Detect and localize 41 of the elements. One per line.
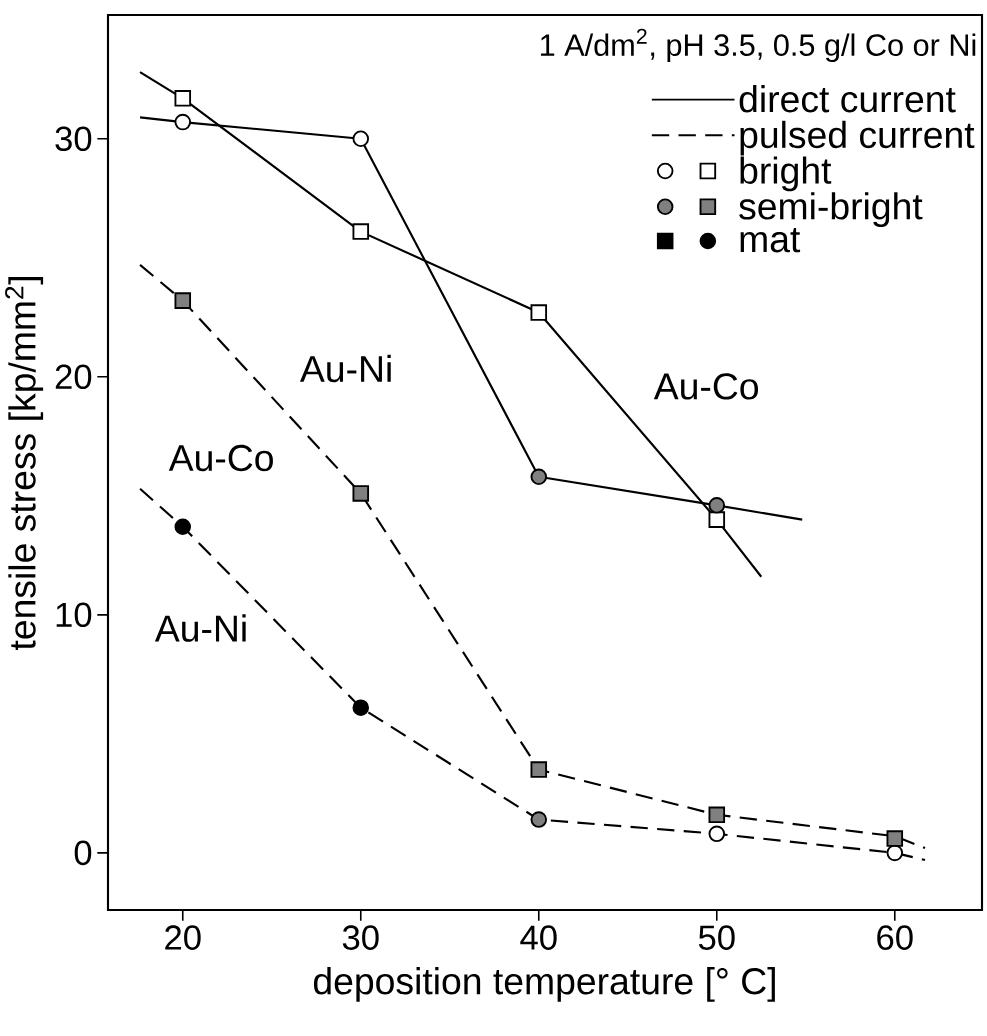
- x-tick-label: 20: [165, 925, 201, 950]
- point: [352, 130, 370, 148]
- x-tick-label: 60: [877, 925, 913, 950]
- point: [530, 811, 548, 828]
- point: [886, 830, 904, 847]
- annotation: Au-Ni: [299, 354, 391, 383]
- annotation: Au-Co: [653, 373, 759, 400]
- point: [352, 485, 370, 502]
- point: [530, 761, 548, 778]
- legend-label: semi-bright: [739, 192, 923, 227]
- point: [174, 518, 192, 536]
- y-axis-title: tensile stress [kp/mm$^{2}$]: [5, 277, 44, 651]
- legend-label: bright: [740, 156, 832, 192]
- point: [708, 497, 726, 514]
- point: [174, 292, 192, 309]
- point: [174, 90, 192, 107]
- point: [708, 806, 726, 824]
- y-tick-label: 10: [56, 602, 92, 628]
- line-series: [138, 487, 927, 862]
- point: [708, 511, 726, 528]
- annotation: Au-Ni: [154, 614, 246, 642]
- x-tick-label: 50: [698, 925, 735, 950]
- point: [530, 304, 548, 321]
- line-series: [138, 263, 927, 850]
- y-tick-label: 30: [55, 126, 92, 152]
- point: [174, 113, 192, 131]
- x-tick-label: 40: [520, 925, 557, 950]
- point: [352, 223, 370, 240]
- point: [352, 699, 370, 716]
- legend-label: pulsed current: [740, 120, 975, 156]
- legend-label: mat: [740, 227, 801, 253]
- annotation: Au-Co: [168, 444, 273, 472]
- y-tick-label: 20: [55, 364, 92, 390]
- point: [886, 844, 904, 862]
- x-tick-label: 30: [342, 925, 379, 950]
- x-axis-title: deposition temperature [° C]: [313, 967, 775, 1002]
- point: [530, 468, 548, 486]
- legend-label: direct current: [739, 85, 956, 113]
- point: [708, 825, 726, 843]
- y-tick-label: 0: [74, 840, 92, 866]
- legend-title: 1 A/dm$^{2}$, pH 3.5, 0.5 g/l Co or Ni: [540, 28, 976, 63]
